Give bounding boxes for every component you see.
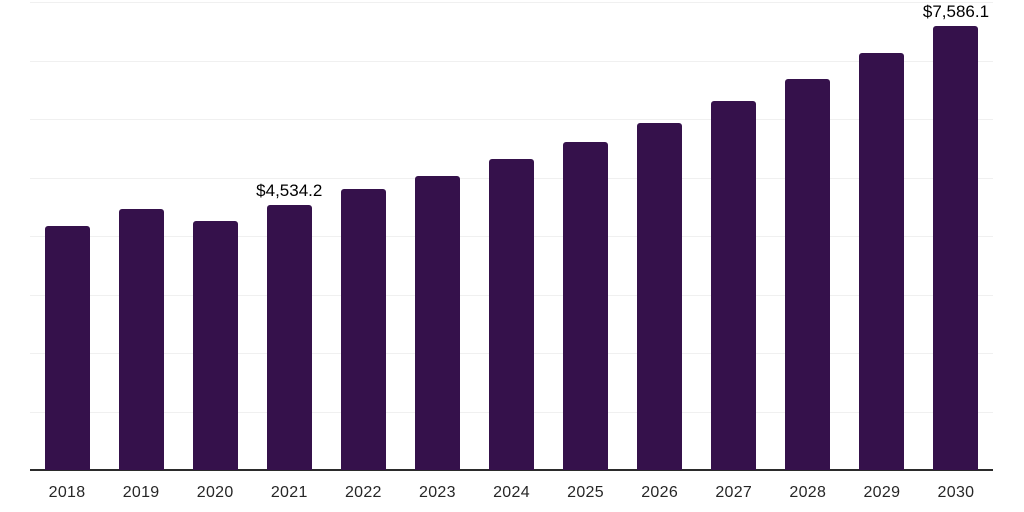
bar-2018 [44, 226, 90, 470]
x-tick-label-2022: 2022 [344, 484, 382, 501]
x-tick-label-2018: 2018 [48, 484, 86, 501]
x-tick-label-2024: 2024 [493, 484, 530, 501]
gridline [30, 119, 993, 120]
data-label-2021: $4,534.2 [256, 180, 323, 200]
data-label-2030: $7,586.1 [922, 2, 990, 22]
bar-2019 [118, 209, 164, 470]
bar-2028 [785, 78, 831, 470]
x-tick-label-2025: 2025 [567, 484, 604, 501]
bar-2023 [414, 176, 460, 470]
bar-2029 [859, 53, 905, 470]
bar-2024 [489, 158, 534, 470]
x-tick-label-2020: 2020 [196, 484, 234, 501]
x-tick-label-2029: 2029 [863, 484, 901, 501]
x-tick-label-2027: 2027 [715, 484, 753, 501]
x-tick-label-2019: 2019 [122, 484, 160, 501]
gridline [30, 60, 993, 62]
bar-2025 [563, 141, 609, 470]
gridline [30, 2, 993, 3]
bar-2026 [637, 122, 683, 470]
x-tick-label-2028: 2028 [789, 484, 827, 501]
x-tick-label-2021: 2021 [270, 484, 308, 501]
x-axis-line [30, 469, 993, 471]
x-tick-label-2030: 2030 [937, 484, 975, 501]
bar-2021 [266, 204, 312, 470]
bar-2022 [340, 189, 386, 470]
bar-2027 [711, 101, 757, 470]
bar-2030 [933, 26, 979, 470]
bar-2020 [192, 221, 238, 470]
x-tick-label-2023: 2023 [419, 484, 456, 501]
x-tick-label-2026: 2026 [641, 484, 679, 501]
